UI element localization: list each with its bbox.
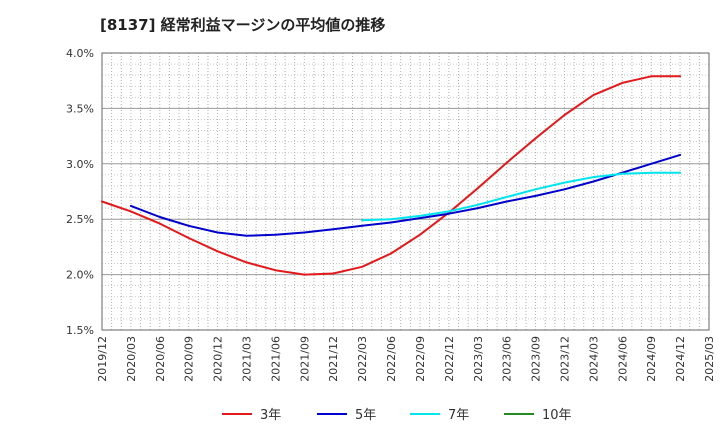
x-tick-label: 2020/12 [212, 336, 225, 382]
x-tick-label: 2020/06 [154, 336, 167, 382]
y-tick-label: 2.5% [66, 213, 94, 226]
x-tick-label: 2020/03 [125, 336, 138, 382]
y-tick-label: 4.0% [66, 47, 94, 60]
x-tick-label: 2021/03 [241, 336, 254, 382]
x-tick-label: 2023/03 [472, 336, 485, 382]
legend-label: 5年 [355, 408, 376, 423]
y-tick-label: 3.5% [66, 102, 94, 115]
y-tick-label: 2.0% [66, 269, 94, 282]
x-tick-label: 2022/09 [414, 336, 427, 382]
x-tick-label: 2021/06 [269, 336, 282, 382]
series-line [129, 153, 682, 237]
y-axis: 1.5% 2.0% 2.5% 3.0% 3.5% 4.0% [66, 47, 94, 337]
y-tick-label: 1.5% [66, 324, 94, 337]
y-tick-label: 3.0% [66, 158, 94, 171]
x-tick-label: 2019/12 [96, 336, 109, 382]
plot-frame [101, 52, 710, 331]
x-tick-label: 2022/12 [443, 336, 456, 382]
x-tick-label: 2022/03 [356, 336, 369, 382]
legend-label: 7年 [448, 408, 469, 423]
x-tick-label: 2024/03 [587, 336, 600, 382]
x-tick-label: 2021/12 [327, 336, 340, 382]
x-tick-label: 2021/09 [298, 336, 311, 382]
x-tick-label: 2023/12 [558, 336, 571, 382]
x-tick-label: 2024/12 [674, 336, 687, 382]
x-tick-label: 2024/06 [616, 336, 629, 382]
x-axis: 2019/12 2020/03 2020/06 2020/09 2020/12 2021/… [96, 336, 716, 382]
x-tick-label: 2023/06 [501, 336, 514, 382]
series-line [361, 171, 682, 222]
series-layer [101, 75, 682, 276]
legend-label: 3年 [260, 408, 281, 423]
legend-label: 10年 [542, 408, 572, 423]
x-tick-label: 2022/06 [385, 336, 398, 382]
grid-layer [101, 52, 709, 331]
x-tick-label: 2020/09 [183, 336, 196, 382]
series-line [101, 75, 682, 276]
chart-title: [8137] 経常利益マージンの平均値の推移 [100, 16, 386, 34]
x-tick-label: 2023/09 [530, 336, 543, 382]
x-tick-label: 2025/03 [703, 336, 716, 382]
x-tick-label: 2024/09 [645, 336, 658, 382]
legend: 3年 5年 7年 10年 [222, 408, 572, 423]
